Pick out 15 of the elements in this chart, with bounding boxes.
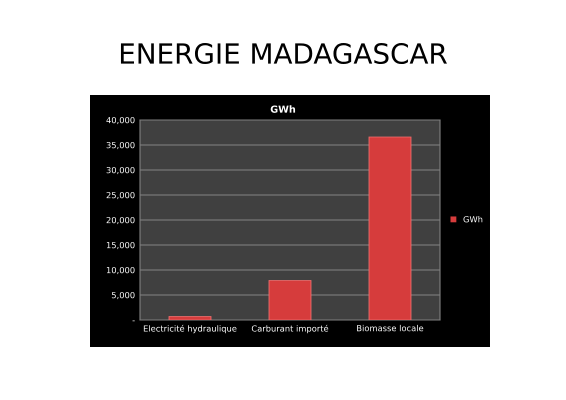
- y-tick-label: 15,000: [106, 242, 135, 250]
- y-tick-label: 10,000: [106, 266, 135, 274]
- y-tick-label: 30,000: [106, 166, 135, 174]
- y-tick-label: -: [132, 320, 135, 322]
- chart-title: ENERGIE MADAGASCAR: [120, 43, 447, 64]
- x-tick-label: Carburant importé: [252, 324, 328, 334]
- legend-label: GWh: [463, 216, 482, 222]
- y-tick-label: 40,000: [106, 116, 135, 124]
- y-tick-label: 35,000: [106, 142, 135, 150]
- x-tick-label: Electricité hydraulique: [144, 324, 236, 334]
- y-tick-label: 25,000: [106, 192, 135, 200]
- chart-subtitle: GWh: [270, 105, 296, 113]
- y-tick-label: 20,000: [106, 216, 135, 224]
- x-tick-label: Biomasse locale: [357, 324, 424, 332]
- y-tick-label: 5,000: [112, 292, 135, 300]
